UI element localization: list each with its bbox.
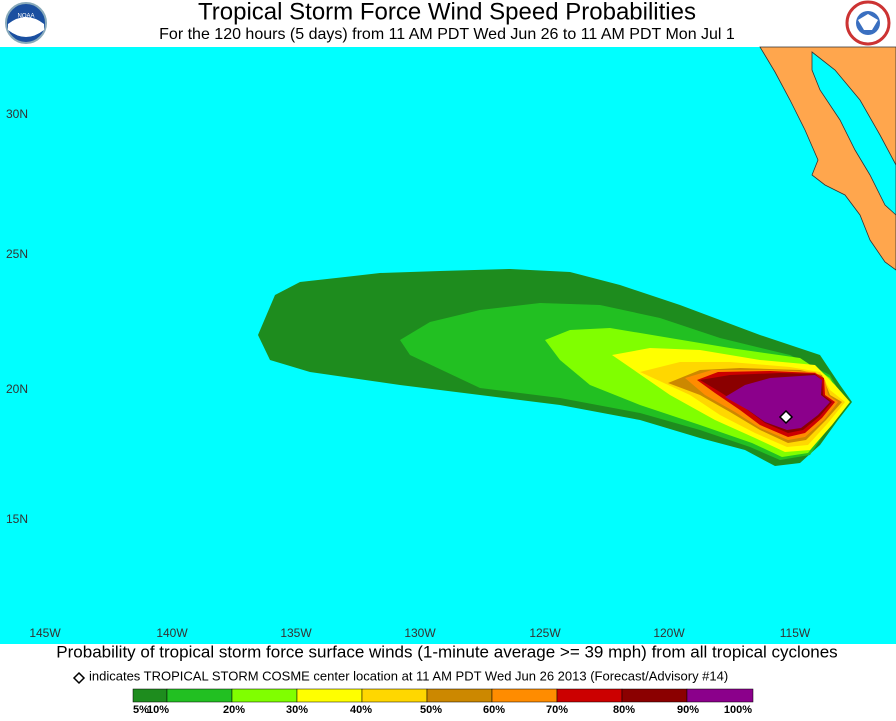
probability-contours: [258, 269, 852, 466]
legend-label: 60%: [483, 704, 505, 716]
lon-label: 130W: [404, 626, 436, 640]
subtitle: For the 120 hours (5 days) from 11 AM PD…: [159, 26, 735, 43]
legend-label: 20%: [223, 704, 245, 716]
noaa-logo: NOAA: [5, 2, 47, 44]
note: indicates TROPICAL STORM COSME center lo…: [89, 668, 728, 683]
svg-text:NOAA: NOAA: [17, 14, 34, 20]
lat-labels: 30N 25N 20N 15N: [6, 107, 28, 526]
legend-label: 30%: [286, 704, 308, 716]
lon-label: 135W: [280, 626, 312, 640]
legend-label: 70%: [546, 704, 568, 716]
lon-labels: 145W 140W 135W 130W 125W 120W 115W: [29, 626, 811, 640]
nws-logo: [845, 0, 891, 46]
lat-label: 20N: [6, 382, 28, 396]
legend-swatch: [361, 688, 428, 703]
legend-label: 40%: [350, 704, 372, 716]
lat-label: 25N: [6, 247, 28, 261]
lon-label: 140W: [156, 626, 188, 640]
caption: Probability of tropical storm force surf…: [56, 642, 837, 661]
legend-label: 50%: [420, 704, 442, 716]
map: 30N 25N 20N 15N 145W 140W 135W 130W 125W 120W 115…: [0, 46, 896, 644]
legend-swatch: [686, 688, 754, 703]
lat-label: 30N: [6, 107, 28, 121]
title: Tropical Storm Force Wind Speed Probabil…: [198, 0, 696, 25]
note-marker: [72, 671, 86, 685]
legend-swatch: [132, 688, 168, 703]
legend-swatch: [426, 688, 493, 703]
lon-label: 145W: [29, 626, 61, 640]
lon-label: 115W: [780, 626, 811, 640]
legend-label: 90%: [677, 704, 699, 716]
legend-label: 80%: [613, 704, 635, 716]
legend-swatch: [491, 688, 558, 703]
legend-swatch: [296, 688, 363, 703]
storm-center: [778, 409, 794, 425]
header-bg: [0, 0, 896, 47]
legend-label: 100%: [724, 704, 752, 716]
gulf: [811, 51, 896, 216]
lon-label: 125W: [529, 626, 561, 640]
legend-swatch: [166, 688, 233, 703]
legend-label: 5%: [133, 704, 149, 716]
legend: 5%10% 20% 30% 40% 50% 60% 70% 80% 90% 100%: [132, 688, 754, 716]
legend-swatch: [621, 688, 688, 703]
lat-label: 15N: [6, 512, 28, 526]
legend-label: 10%: [147, 704, 169, 716]
legend-swatch: [231, 688, 298, 703]
legend-swatch: [556, 688, 623, 703]
lon-label: 120W: [653, 626, 685, 640]
